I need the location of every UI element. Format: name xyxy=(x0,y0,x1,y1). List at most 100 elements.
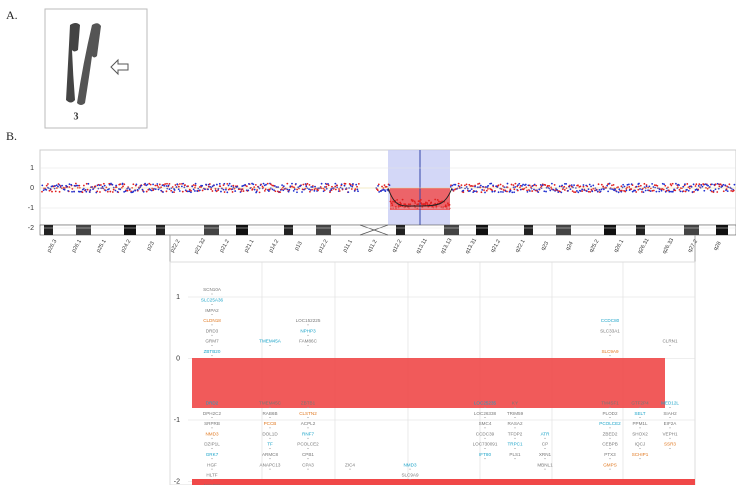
probe-dot xyxy=(639,188,641,190)
gene-label: RNF7 xyxy=(302,431,314,436)
probe-dot xyxy=(685,191,687,193)
ideogram-band xyxy=(44,225,53,235)
band-label: p26.1 xyxy=(71,239,83,254)
probe-dot xyxy=(659,188,661,190)
probe-dot xyxy=(571,184,573,186)
probe-dot xyxy=(435,207,437,209)
gene-label: SLC9A9 xyxy=(601,349,619,354)
probe-dot xyxy=(533,189,535,191)
probe-dot xyxy=(663,183,665,185)
probe-dot xyxy=(234,190,236,192)
probe-dot xyxy=(356,189,358,191)
probe-dot xyxy=(391,202,393,204)
gene-label: RAB6B xyxy=(262,411,277,416)
probe-dot xyxy=(344,185,346,187)
probe-dot xyxy=(232,185,234,187)
gene-label: SLC9A9 xyxy=(401,473,419,478)
probe-dot xyxy=(168,185,170,187)
probe-dot xyxy=(83,185,85,187)
gene-label: PCOLCE2 xyxy=(297,442,319,447)
probe-dot xyxy=(430,202,432,204)
probe-dot xyxy=(483,189,485,191)
band-label: q27.2 xyxy=(687,239,699,254)
probe-dot xyxy=(616,191,618,193)
ideogram-band xyxy=(604,225,616,235)
probe-dot xyxy=(179,190,181,192)
probe-dot xyxy=(557,191,559,193)
probe-dot xyxy=(552,189,554,191)
probe-dot xyxy=(228,185,230,187)
probe-dot xyxy=(211,190,213,192)
probe-dot xyxy=(389,184,391,186)
probe-dot xyxy=(264,190,266,192)
probe-dot xyxy=(100,184,102,186)
probe-dot xyxy=(351,186,353,188)
probe-dot xyxy=(274,190,276,192)
gene-label: GRM7 xyxy=(205,339,219,344)
probe-dot xyxy=(548,185,550,187)
probe-dot xyxy=(434,199,436,201)
probe-dot xyxy=(420,199,422,201)
probe-dot xyxy=(324,189,326,191)
band-label: p24.2 xyxy=(120,239,132,254)
gene-label: ZBED2 xyxy=(603,431,618,436)
gene-label: TMEM45A xyxy=(259,339,282,344)
gene-label: SELT xyxy=(634,411,645,416)
probe-dot xyxy=(210,188,212,190)
probe-dot xyxy=(573,184,575,186)
probe-dot xyxy=(73,191,75,193)
probe-dot xyxy=(678,184,680,186)
probe-dot xyxy=(474,186,476,188)
probe-dot xyxy=(609,183,611,185)
probe-dot xyxy=(174,189,176,191)
probe-dot xyxy=(466,183,468,185)
y-tick-label: -1 xyxy=(28,205,34,212)
probe-dot xyxy=(199,189,201,191)
probe-dot xyxy=(127,190,129,192)
ideogram-band xyxy=(396,225,405,235)
probe-dot xyxy=(721,185,723,187)
band-label: q22.1 xyxy=(515,239,527,254)
probe-dot xyxy=(125,190,127,192)
probe-dot xyxy=(86,183,88,185)
y-tick-label: 0 xyxy=(176,355,180,362)
gene-label: ANAPC13 xyxy=(260,462,281,467)
probe-dot xyxy=(583,184,585,186)
probe-dot xyxy=(347,191,349,193)
probe-dot xyxy=(109,191,111,193)
probe-dot xyxy=(41,184,43,186)
probe-dot xyxy=(119,188,121,190)
probe-dot xyxy=(305,186,307,188)
band-label: q21.2 xyxy=(490,239,502,254)
probe-dot xyxy=(577,184,579,186)
probe-dot xyxy=(89,191,91,193)
ideogram-band xyxy=(684,225,699,235)
band-label: p12.2 xyxy=(317,239,329,254)
probe-dot xyxy=(169,188,171,190)
gene-label: IFT80 xyxy=(479,452,491,457)
band-label: p14.2 xyxy=(268,239,280,254)
probe-dot xyxy=(69,183,71,185)
probe-dot xyxy=(132,183,134,185)
probe-dot xyxy=(252,183,254,185)
probe-dot xyxy=(664,185,666,187)
probe-dot xyxy=(635,191,637,193)
gene-label: HLTF xyxy=(206,473,217,478)
probe-dot xyxy=(67,190,69,192)
probe-dot xyxy=(630,188,632,190)
gene-label: FAM86C xyxy=(299,339,318,344)
probe-dot xyxy=(653,186,655,188)
probe-dot xyxy=(538,188,540,190)
probe-dot xyxy=(178,186,180,188)
probe-dot xyxy=(437,199,439,201)
probe-dot xyxy=(490,183,492,185)
probe-dot xyxy=(510,190,512,192)
probe-dot xyxy=(41,191,43,193)
probe-dot xyxy=(641,191,643,193)
probe-dot xyxy=(402,199,404,201)
probe-dot xyxy=(478,183,480,185)
probe-dot xyxy=(643,183,645,185)
gene-label: IMPA2 xyxy=(205,308,219,313)
probe-dot xyxy=(637,189,639,191)
probe-dot xyxy=(378,191,380,193)
